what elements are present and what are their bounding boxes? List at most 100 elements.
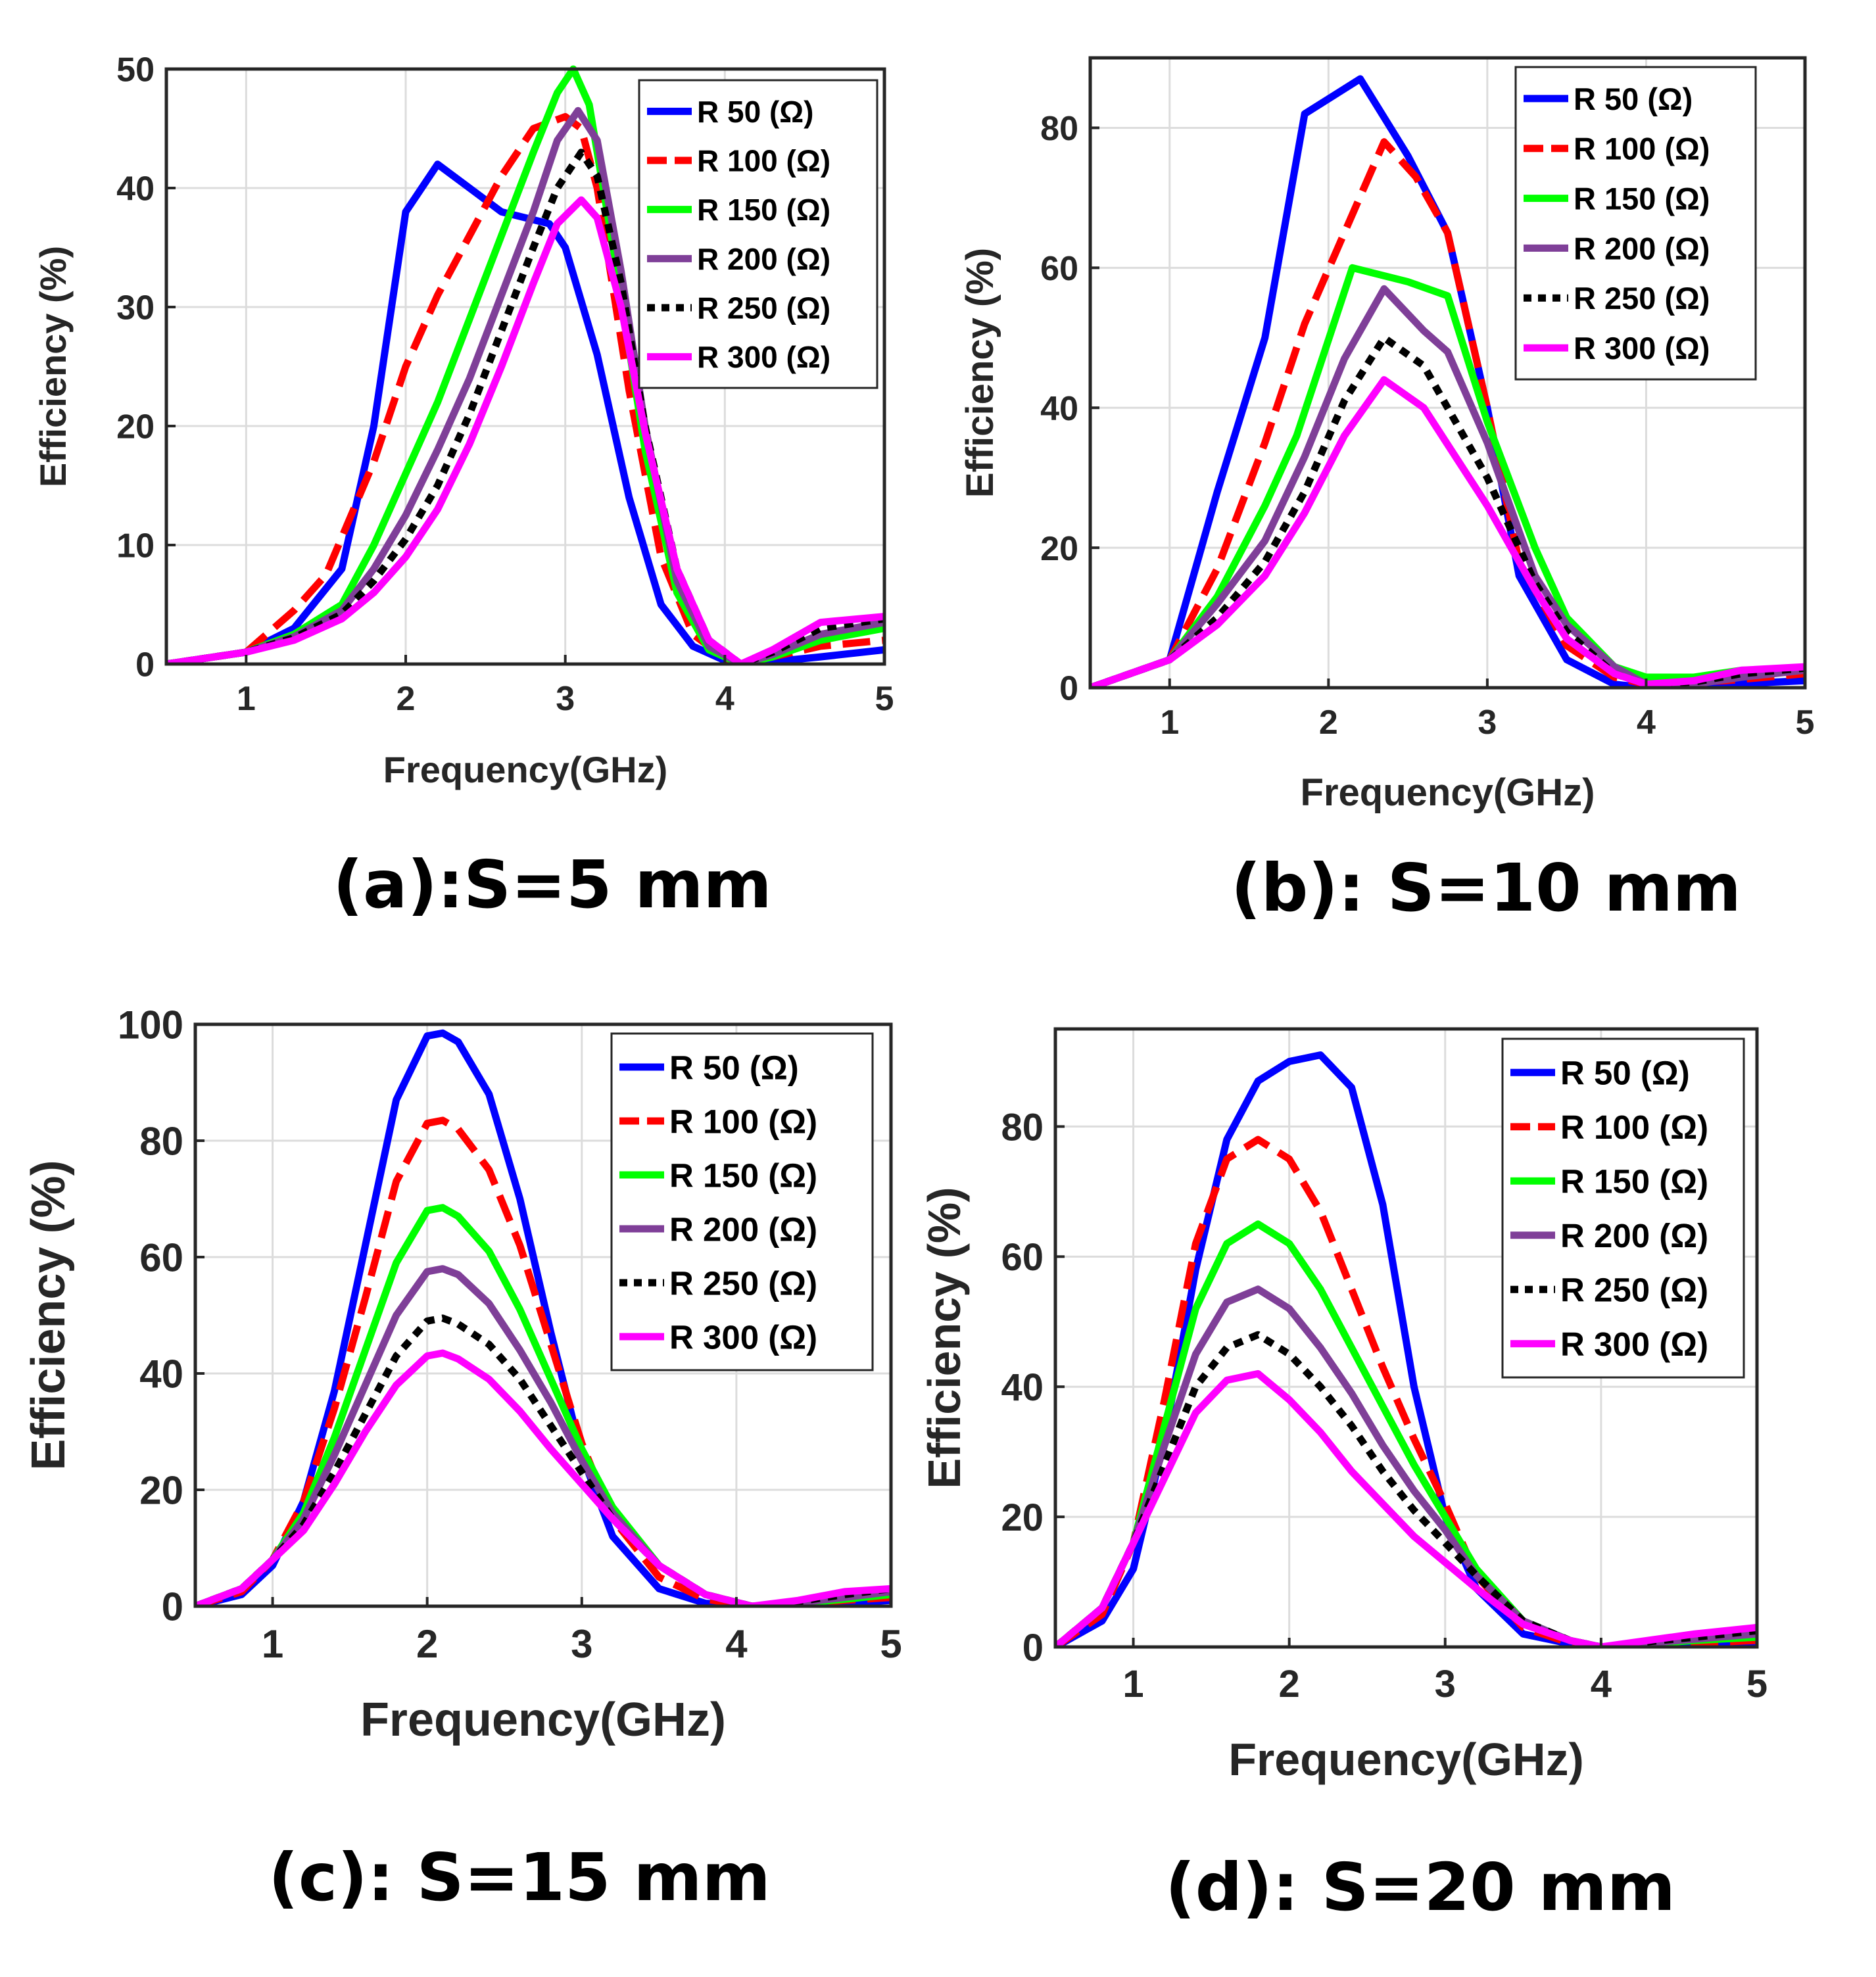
- legend-box: [638, 79, 878, 389]
- x-tick-label: 5: [880, 1622, 902, 1666]
- legend-label: R 200 (Ω): [1560, 1217, 1708, 1254]
- y-tick-label: 10: [116, 527, 155, 565]
- series-line-150-ohm: [1090, 264, 1805, 689]
- legend-label: R 250 (Ω): [1574, 281, 1710, 316]
- legend-label: R 150 (Ω): [1574, 181, 1710, 216]
- panel-caption: (b): S=10 mm: [1231, 849, 1741, 926]
- panel-d: 1 2 3 4 5 0 20 40 60 80 Frequency(GHz) Efficiency (…: [919, 1027, 1768, 1926]
- legend-label: R 250 (Ω): [697, 291, 830, 325]
- legend-label: R 150 (Ω): [1560, 1163, 1708, 1201]
- y-tick-label: 0: [162, 1585, 183, 1629]
- legend-label: R 100 (Ω): [697, 144, 830, 178]
- axes-box: [164, 67, 886, 666]
- x-axis-label: Frequency(GHz): [1228, 1734, 1584, 1785]
- y-tick-label: 40: [1001, 1366, 1044, 1409]
- x-tick-label: 3: [1478, 703, 1497, 742]
- legend-label: R 300 (Ω): [697, 340, 830, 374]
- y-axis-label: Efficiency (%): [959, 248, 1001, 498]
- series-line-300-ohm: [1090, 376, 1805, 689]
- axes-box: [1053, 1027, 1759, 1649]
- y-tick-label: 20: [116, 408, 155, 446]
- y-tick-label: 100: [118, 1003, 183, 1047]
- x-tick-label: 1: [1160, 703, 1179, 742]
- x-tick-label: 3: [571, 1622, 592, 1666]
- y-tick-label: 60: [1040, 250, 1078, 288]
- legend-box: [1501, 1037, 1745, 1379]
- legend-box: [1514, 66, 1757, 381]
- legend-label: R 200 (Ω): [697, 242, 830, 276]
- legend-label: R 300 (Ω): [669, 1318, 817, 1356]
- y-tick-label: 0: [1022, 1627, 1044, 1669]
- y-axis-label: Efficiency (%): [22, 1160, 75, 1470]
- legend-label: R 300 (Ω): [1574, 331, 1710, 366]
- legend-label: R 150 (Ω): [669, 1156, 817, 1194]
- y-tick-label: 80: [1040, 110, 1078, 148]
- legend-label: R 300 (Ω): [1560, 1325, 1708, 1363]
- x-tick-label: 2: [1279, 1663, 1300, 1705]
- x-tick-label: 1: [1122, 1663, 1143, 1705]
- legend-label: R 200 (Ω): [1574, 231, 1710, 266]
- x-axis-label: Frequency(GHz): [1301, 771, 1595, 814]
- legend-label: R 250 (Ω): [669, 1264, 817, 1302]
- legend-label: R 100 (Ω): [1560, 1108, 1708, 1146]
- axes-box: [1088, 56, 1807, 690]
- x-tick-label: 4: [1591, 1663, 1612, 1705]
- y-tick-label: 80: [1001, 1106, 1044, 1149]
- x-tick-label: 5: [1746, 1663, 1768, 1705]
- y-tick-label: 0: [1059, 670, 1078, 708]
- x-tick-label: 2: [397, 680, 416, 718]
- y-tick-label: 40: [116, 170, 155, 208]
- series-line-250-ohm: [1055, 1331, 1757, 1648]
- series-line-250-ohm: [1090, 334, 1805, 689]
- panel-caption: (c): S=15 mm: [268, 1839, 771, 1916]
- panel-c: 1 2 3 4 5 0 20 40 60 80 100 Frequency(GHz) Efficienc…: [22, 1003, 902, 1916]
- legend-label: R 50 (Ω): [1560, 1055, 1690, 1092]
- x-tick-label: 1: [262, 1622, 283, 1666]
- y-axis-label: Efficiency (%): [32, 246, 74, 487]
- legend: R 50 (Ω) R 100 (Ω) R 150 (Ω) R 200 (Ω) R 250…: [1501, 1037, 1745, 1379]
- legend-label: R 250 (Ω): [1560, 1272, 1708, 1309]
- legend-label: R 50 (Ω): [697, 95, 813, 129]
- legend-box: [610, 1032, 874, 1371]
- y-tick-label: 80: [139, 1120, 183, 1164]
- y-tick-label: 40: [1040, 390, 1078, 428]
- y-tick-label: 60: [139, 1236, 183, 1280]
- axes-box: [193, 1022, 893, 1608]
- y-tick-label: 50: [116, 51, 155, 89]
- x-axis-label: Frequency(GHz): [383, 749, 668, 790]
- legend-label: R 150 (Ω): [697, 193, 830, 227]
- x-axis-label: Frequency(GHz): [360, 1694, 726, 1746]
- y-tick-label: 20: [1001, 1496, 1044, 1539]
- series-line-300-ohm: [166, 196, 884, 665]
- y-tick-label: 0: [135, 646, 155, 684]
- panel-caption: (a):S=5 mm: [333, 846, 771, 923]
- y-axis-label: Efficiency (%): [919, 1187, 970, 1489]
- legend: R 50 (Ω) R 100 (Ω) R 150 (Ω) R 200 (Ω) R 250…: [638, 79, 878, 389]
- y-tick-label: 40: [139, 1352, 183, 1396]
- x-tick-label: 5: [1796, 703, 1815, 742]
- x-tick-label: 3: [556, 680, 575, 718]
- legend-label: R 100 (Ω): [669, 1103, 817, 1140]
- x-tick-label: 2: [1319, 703, 1338, 742]
- panel-caption: (d): S=20 mm: [1165, 1849, 1675, 1926]
- x-tick-label: 5: [875, 680, 894, 718]
- x-tick-label: 4: [1637, 703, 1656, 742]
- x-tick-label: 1: [237, 680, 256, 718]
- x-tick-label: 4: [715, 680, 734, 718]
- legend-label: R 50 (Ω): [1574, 82, 1693, 116]
- x-tick-label: 2: [416, 1622, 438, 1666]
- x-tick-label: 4: [725, 1622, 748, 1666]
- legend-label: R 200 (Ω): [669, 1210, 817, 1248]
- y-tick-label: 20: [1040, 530, 1078, 568]
- x-tick-label: 3: [1435, 1663, 1456, 1705]
- legend: R 50 (Ω) R 100 (Ω) R 150 (Ω) R 200 (Ω) R 250…: [1514, 66, 1757, 381]
- legend: R 50 (Ω) R 100 (Ω) R 150 (Ω) R 200 (Ω) R 250…: [610, 1032, 874, 1371]
- y-tick-label: 30: [116, 289, 155, 327]
- legend-label: R 100 (Ω): [1574, 131, 1710, 166]
- panel-b: 1 2 3 4 5 0 20 40 60 80 Frequency(GHz) Efficiency (…: [959, 56, 1815, 926]
- series-line-250-ohm: [195, 1314, 891, 1608]
- y-tick-label: 60: [1001, 1236, 1044, 1279]
- y-tick-label: 20: [139, 1469, 183, 1513]
- panel-a: 1 2 3 4 501020304050Frequency(GHz)Efficiency…: [32, 51, 894, 923]
